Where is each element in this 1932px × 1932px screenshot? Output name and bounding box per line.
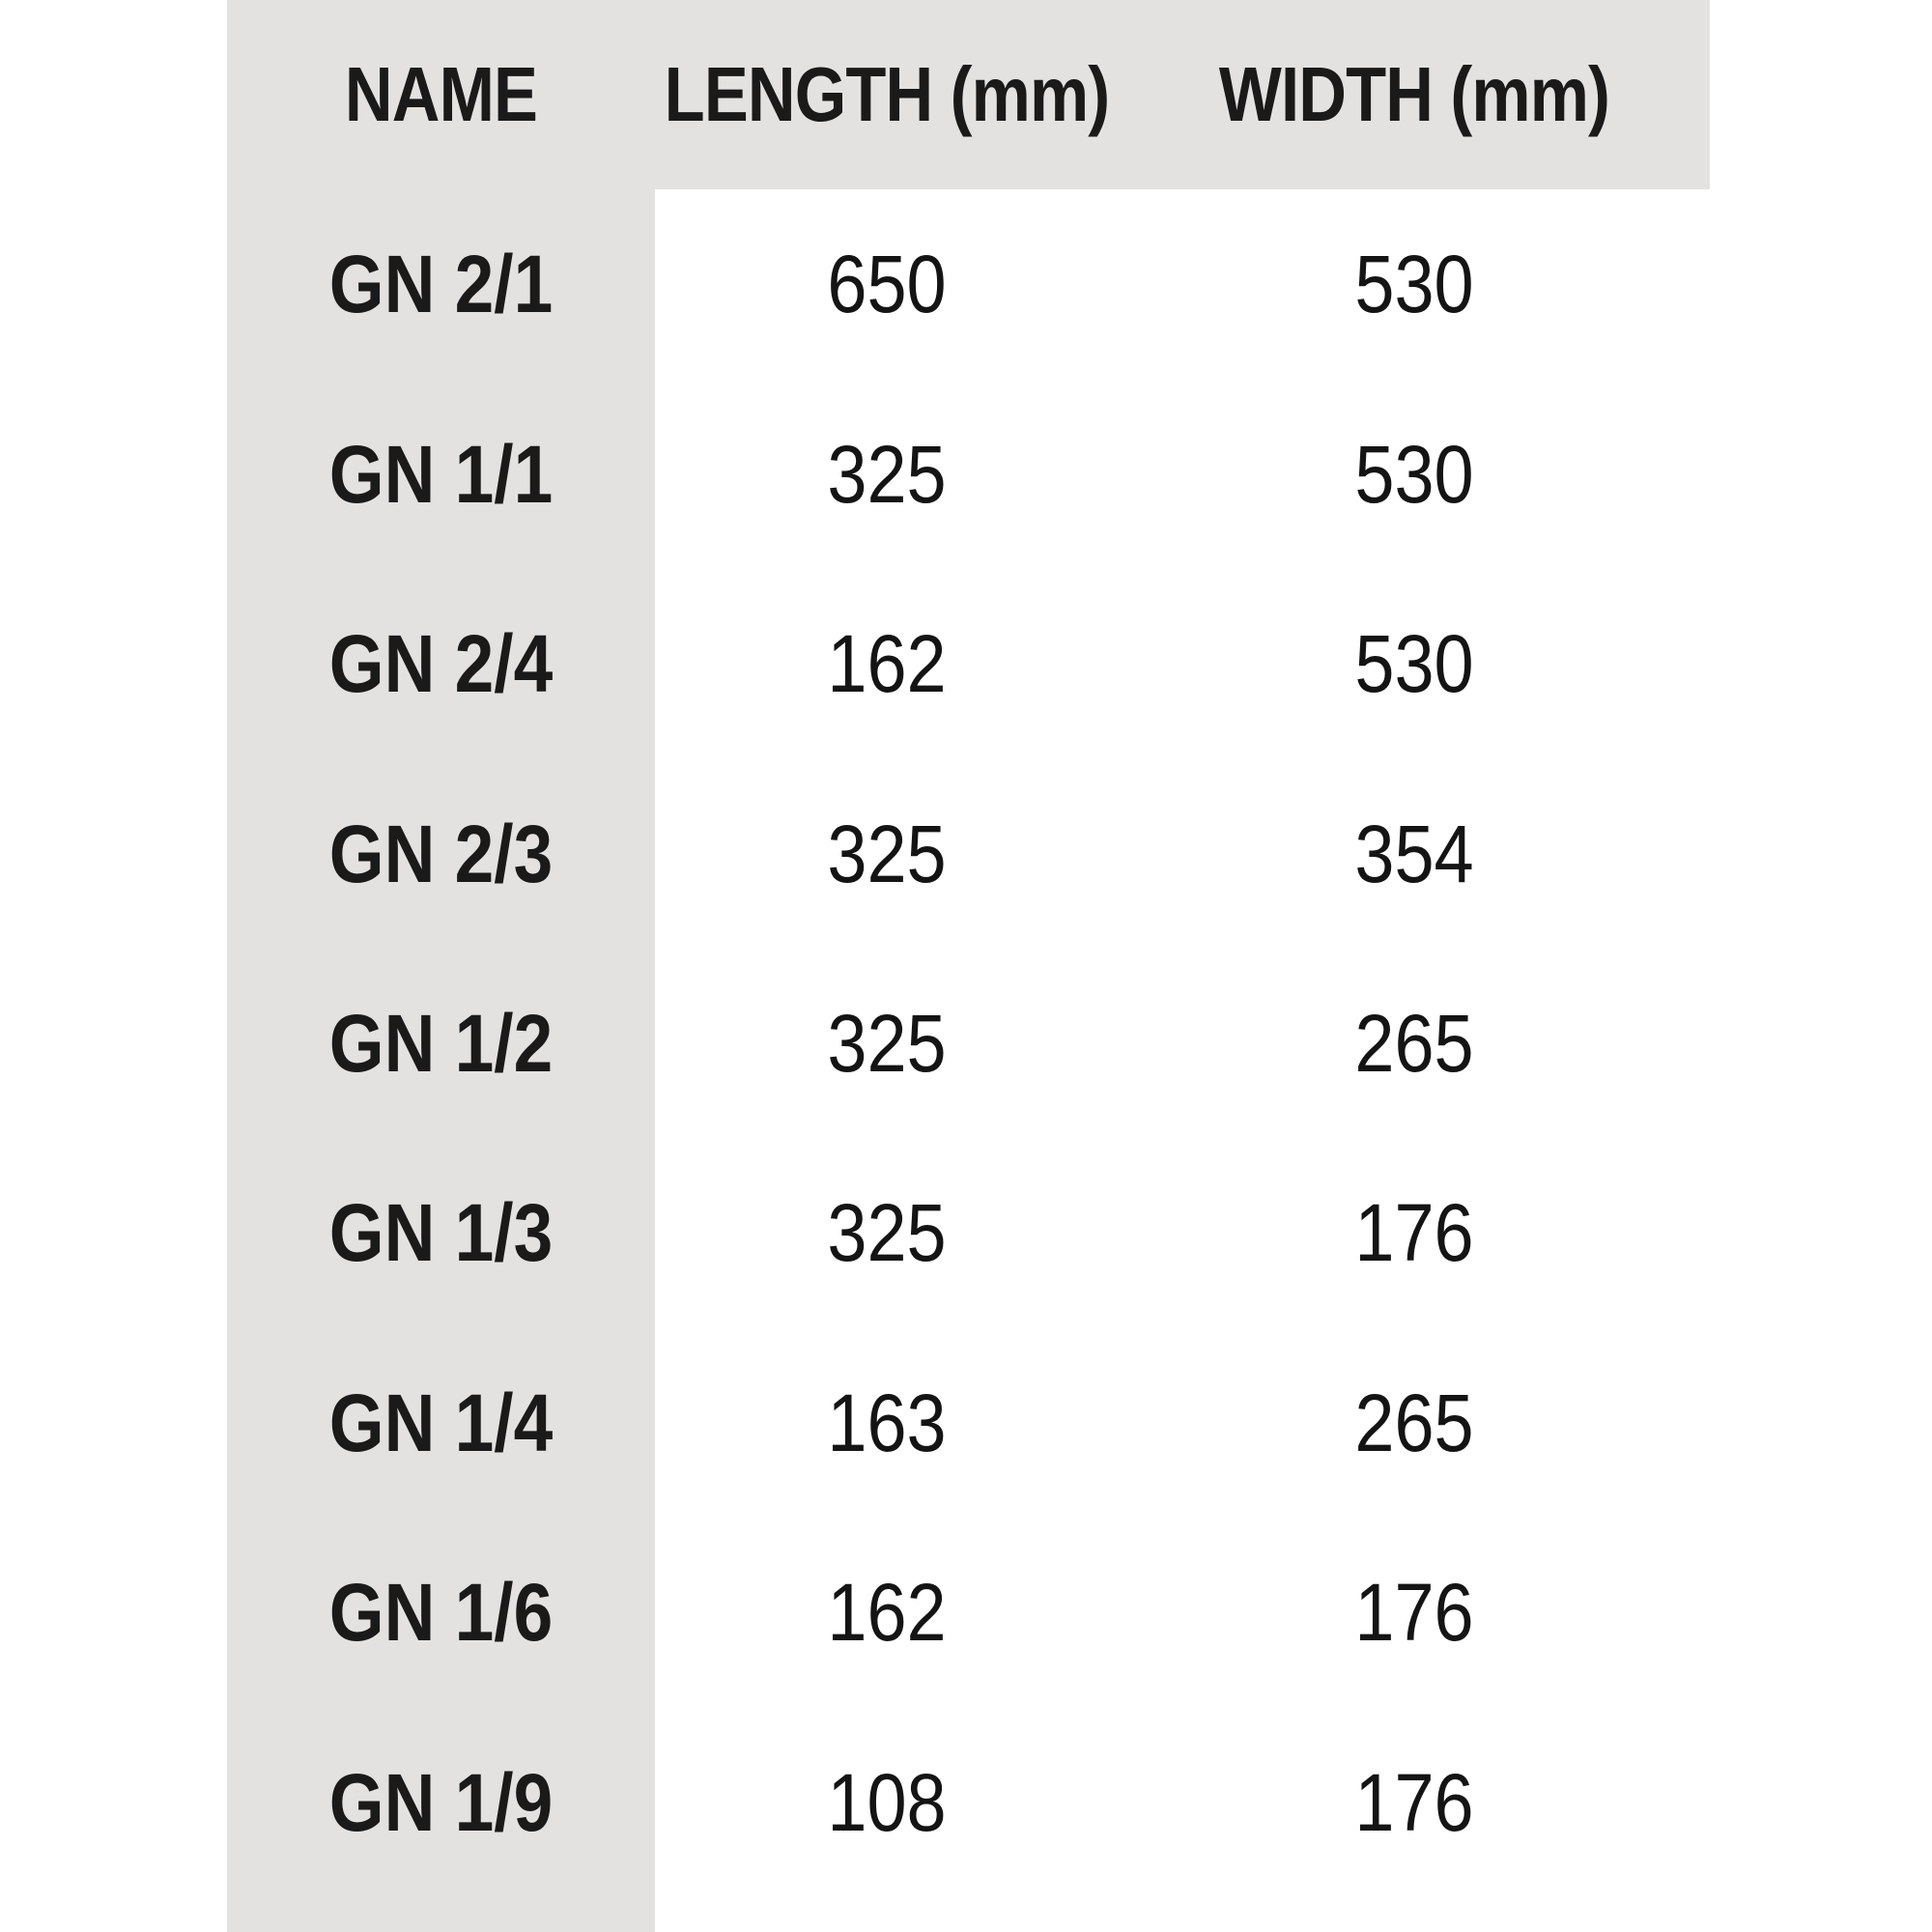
- table-row-length: 162: [827, 1567, 947, 1659]
- row-left-spacer: [0, 1328, 227, 1518]
- table-row-name: GN 2/4: [328, 618, 554, 710]
- column-header-width[interactable]: WIDTH (mm): [1218, 51, 1610, 137]
- table-row-width: 176: [1354, 1567, 1474, 1659]
- row-left-spacer: [0, 569, 227, 758]
- table-row-length: 108: [827, 1756, 947, 1848]
- table-row-length: 325: [827, 808, 947, 899]
- row-right-spacer: [1710, 1708, 1932, 1897]
- table-row-name: GN 2/1: [328, 239, 554, 330]
- row-left-spacer: [0, 949, 227, 1138]
- bottom-spacer: [227, 1897, 655, 1932]
- table-row-width: 176: [1354, 1187, 1474, 1279]
- row-left-spacer: [0, 1518, 227, 1707]
- row-right-spacer: [1710, 1138, 1932, 1327]
- name-column-background-band: [227, 0, 655, 1932]
- row-right-spacer: [1710, 569, 1932, 758]
- bottom-spacer: [1119, 1897, 1710, 1932]
- table-row-length: 650: [827, 239, 947, 330]
- table-row-width: 530: [1354, 428, 1474, 520]
- table-row-length: 325: [827, 1187, 947, 1279]
- row-right-spacer: [1710, 379, 1932, 568]
- table-row-name: GN 1/4: [328, 1377, 554, 1468]
- table-row-length: 325: [827, 997, 947, 1089]
- row-right-spacer: [1710, 189, 1932, 379]
- table-row-length: 163: [827, 1377, 947, 1468]
- bottom-spacer: [0, 1897, 227, 1932]
- column-header-name[interactable]: NAME: [344, 51, 538, 137]
- row-right-spacer: [1710, 758, 1932, 948]
- bottom-spacer: [1710, 1897, 1932, 1932]
- table-row-width: 176: [1354, 1756, 1474, 1848]
- row-right-spacer: [1710, 949, 1932, 1138]
- table-row-length: 162: [827, 618, 947, 710]
- table-row-width: 530: [1354, 239, 1474, 330]
- row-left-spacer: [0, 758, 227, 948]
- table-row-name: GN 1/3: [328, 1187, 554, 1279]
- table-row-width: 265: [1354, 997, 1474, 1089]
- table-row-name: GN 1/6: [328, 1567, 554, 1659]
- table-row-width: 265: [1354, 1377, 1474, 1468]
- table-row-name: GN 2/3: [328, 808, 554, 899]
- row-left-spacer: [0, 1138, 227, 1327]
- table-row-width: 354: [1354, 808, 1474, 899]
- table-row-name: GN 1/1: [328, 428, 554, 520]
- row-right-spacer: [1710, 1518, 1932, 1707]
- right-margin-spacer: [1710, 0, 1932, 189]
- table-row-name: GN 1/9: [328, 1756, 554, 1848]
- bottom-spacer: [655, 1897, 1119, 1932]
- table-row-width: 530: [1354, 618, 1474, 710]
- row-left-spacer: [0, 379, 227, 568]
- row-left-spacer: [0, 1708, 227, 1897]
- row-right-spacer: [1710, 1328, 1932, 1518]
- left-margin-spacer: [0, 0, 227, 189]
- table-row-length: 325: [827, 428, 947, 520]
- column-header-length[interactable]: LENGTH (mm): [664, 51, 1111, 137]
- row-left-spacer: [0, 189, 227, 379]
- table-row-name: GN 1/2: [328, 997, 554, 1089]
